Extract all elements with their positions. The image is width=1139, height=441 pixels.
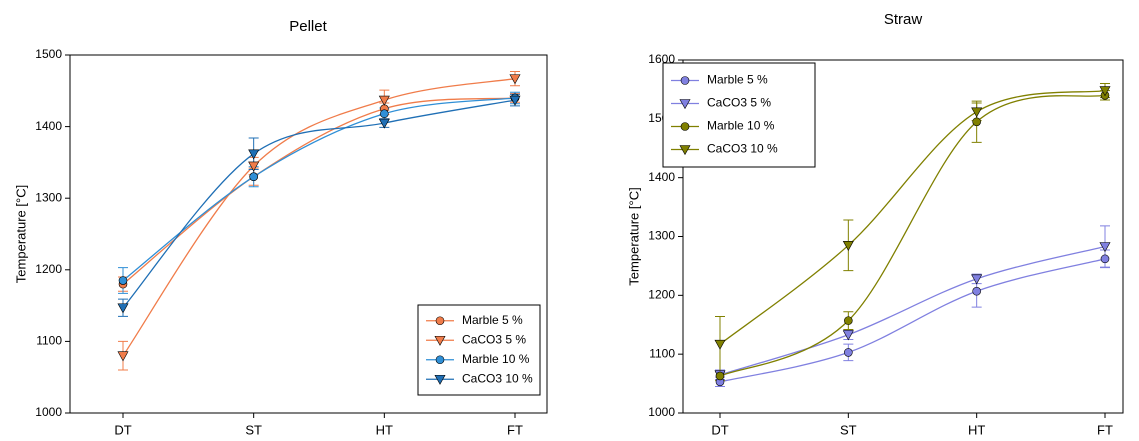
legend-label: CaCO3 10 %: [707, 142, 778, 156]
y-tick-label: 1100: [36, 334, 62, 348]
x-tick-label: ST: [840, 422, 857, 437]
legend-marker: [434, 335, 446, 346]
data-point: [714, 339, 726, 350]
legend: Marble 5 % CaCO3 5 % Marble 10 % CaCO3 10 %: [417, 304, 541, 396]
x-tick-label: HT: [968, 422, 985, 437]
x-tick-label: HT: [376, 422, 393, 437]
data-point: [844, 348, 853, 357]
data-point: [509, 95, 521, 106]
x-tick-label: DT: [711, 422, 728, 437]
data-point: [249, 172, 258, 182]
data-point: [509, 74, 521, 85]
legend-marker: [435, 355, 445, 365]
data-point: [248, 149, 260, 160]
legend-label: CaCO3 5 %: [707, 96, 771, 110]
data-point: [715, 371, 725, 381]
y-tick-label: 1300: [35, 190, 62, 204]
plot-frame: [69, 54, 548, 414]
legend-label: CaCO3 5 %: [462, 332, 526, 346]
data-point: [378, 95, 390, 106]
y-tick-label: 1400: [648, 170, 675, 184]
y-tick-label: 1200: [35, 262, 62, 276]
y-tick-label: 1300: [648, 229, 675, 243]
series-line: [122, 99, 516, 309]
y-tick-label: 1000: [648, 405, 675, 419]
data-point: [842, 330, 854, 341]
data-point: [118, 276, 128, 285]
data-point: [972, 117, 981, 127]
y-tick-label: 1000: [35, 405, 62, 419]
legend-marker: [434, 374, 446, 385]
data-point: [972, 286, 981, 296]
series-line: [719, 89, 1106, 345]
legend-marker: [680, 76, 690, 85]
data-point: [1099, 86, 1111, 97]
legend-marker: [435, 316, 445, 326]
data-point: [842, 241, 854, 251]
y-tick-label: 1100: [649, 346, 675, 360]
legend: Marble 5 % CaCO3 5 % Marble 10 % CaCO3 10 %: [662, 62, 816, 168]
series-line: [719, 245, 1106, 376]
chart-title: Straw: [884, 11, 923, 28]
panel: Pellet Temperature [°C] 1000 1100 1200 1300 14…: [13, 18, 548, 437]
x-tick-label: FT: [507, 422, 523, 437]
data-point: [971, 107, 983, 118]
legend-label: CaCO3 10 %: [462, 371, 533, 385]
data-point: [1099, 242, 1111, 253]
legend-marker: [679, 99, 691, 110]
data-point: [117, 303, 129, 314]
series-line: [719, 258, 1106, 383]
y-tick-label: 1500: [35, 47, 62, 61]
data-point: [378, 118, 390, 129]
series-line: [122, 97, 516, 285]
y-axis-label: Temperature [°C]: [13, 185, 28, 283]
y-tick-label: 1200: [648, 288, 675, 302]
y-axis-label: Temperature [°C]: [626, 187, 641, 285]
data-point: [248, 161, 260, 172]
series-line: [122, 97, 516, 282]
legend-label: Marble 10 %: [462, 352, 530, 366]
data-point: [380, 109, 389, 119]
chart-title: Pellet: [289, 18, 327, 35]
data-point: [1100, 254, 1110, 264]
x-tick-label: DT: [114, 422, 131, 437]
legend-label: Marble 10 %: [707, 119, 775, 133]
data-point: [844, 316, 853, 325]
panel: Straw Temperature [°C] 1000 1100 1200 1300 140…: [626, 11, 1124, 437]
y-tick-label: 1400: [35, 119, 62, 133]
legend-marker: [679, 145, 691, 156]
series-line: [122, 77, 516, 357]
legend-label: Marble 5 %: [462, 313, 523, 327]
series-line: [719, 94, 1106, 377]
x-tick-label: FT: [1097, 422, 1113, 437]
x-tick-label: ST: [245, 422, 262, 437]
legend-marker: [680, 122, 690, 131]
data-point: [117, 351, 129, 362]
legend-label: Marble 5 %: [707, 73, 768, 87]
data-point: [971, 274, 983, 285]
